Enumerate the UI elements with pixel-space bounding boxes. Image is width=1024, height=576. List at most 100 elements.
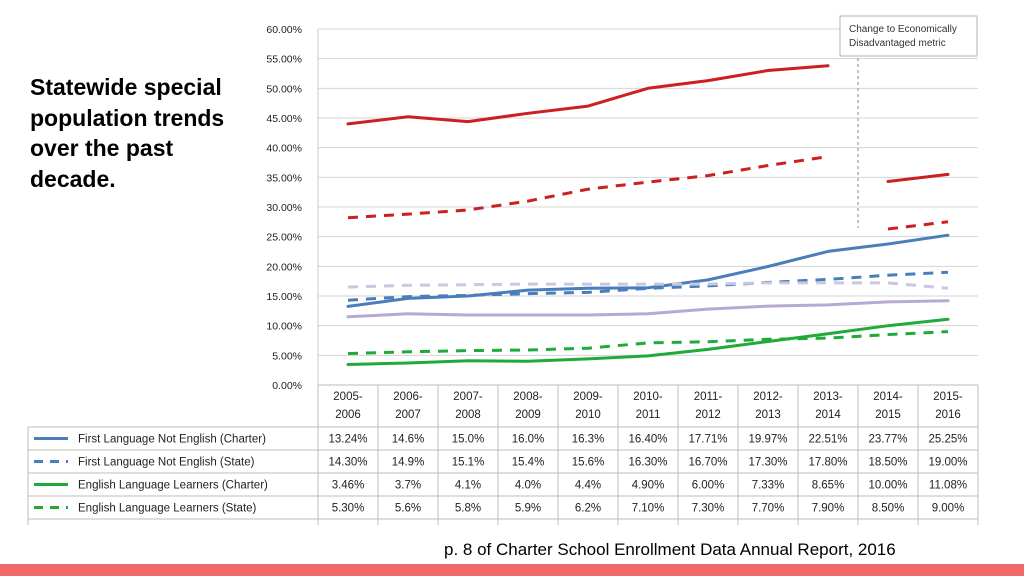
- y-tick-label: 35.00%: [266, 172, 302, 184]
- series-line-3: [347, 330, 949, 356]
- x-tick-label-top: 2008-: [513, 391, 543, 403]
- data-label: 16.70%: [688, 457, 727, 469]
- data-label: 15.4%: [512, 457, 545, 469]
- data-label: 15.0%: [452, 434, 485, 446]
- annotation-text-line-2: Disadvantaged metric: [849, 38, 946, 49]
- y-tick-label: 45.00%: [266, 113, 302, 125]
- data-label: 4.1%: [455, 480, 481, 492]
- data-label: 4.90%: [632, 480, 665, 492]
- y-tick-label: 20.00%: [266, 261, 302, 273]
- data-label: 18.50%: [868, 457, 907, 469]
- data-label: 14.9%: [392, 457, 425, 469]
- data-label: 8.65%: [812, 480, 845, 492]
- footer-accent-bar: [0, 564, 1024, 576]
- series-line-7: [347, 155, 949, 231]
- annotation-text-line-1: Change to Economically: [849, 24, 957, 35]
- x-tick-label-bottom: 2016: [935, 409, 961, 421]
- x-tick-label-bottom: 2014: [815, 409, 841, 421]
- series-line-2: [346, 317, 950, 366]
- data-label: 7.10%: [632, 503, 665, 515]
- series-line-0: [346, 233, 950, 308]
- data-label: 5.30%: [332, 503, 365, 515]
- x-tick-label-top: 2007-: [453, 391, 483, 403]
- x-tick-label-bottom: 2010: [575, 409, 601, 421]
- x-tick-label-top: 2005-: [333, 391, 363, 403]
- data-label: 16.0%: [512, 434, 545, 446]
- data-label: 16.30%: [628, 457, 667, 469]
- data-label: 10.00%: [868, 480, 907, 492]
- data-label: 7.70%: [752, 503, 785, 515]
- data-label: 19.00%: [928, 457, 967, 469]
- y-tick-label: 60.00%: [266, 24, 302, 36]
- data-label: 17.80%: [808, 457, 847, 469]
- data-label: 22.51%: [808, 434, 847, 446]
- data-label: 6.2%: [575, 503, 601, 515]
- data-label: 17.30%: [748, 457, 787, 469]
- y-axis-tick-labels: 0.00% 5.00% 10.00% 15.00% 20.00% 25.00% 30.00%…: [266, 24, 302, 392]
- x-tick-label-bottom: 2006: [335, 409, 361, 421]
- data-label: 3.46%: [332, 480, 365, 492]
- data-label: 9.00%: [932, 503, 965, 515]
- data-table: 2005- 2006 2006- 2007 2007- 2008 2008- 2009 2009…: [27, 384, 979, 525]
- y-tick-label: 0.00%: [272, 380, 302, 392]
- y-tick-label: 5.00%: [272, 350, 302, 362]
- data-label: 4.0%: [515, 480, 541, 492]
- data-label: 5.6%: [395, 503, 421, 515]
- data-label: 25.25%: [928, 434, 967, 446]
- data-label: 19.97%: [748, 434, 787, 446]
- x-tick-label-top: 2013-: [813, 391, 843, 403]
- data-label: 15.6%: [572, 457, 605, 469]
- y-tick-label: 15.00%: [266, 291, 302, 303]
- y-tick-label: 40.00%: [266, 143, 302, 155]
- data-label: 5.8%: [455, 503, 481, 515]
- data-label: 14.30%: [328, 457, 367, 469]
- x-tick-label-bottom: 2007: [395, 409, 421, 421]
- metric-change-annotation: Change to Economically Disadvantaged met…: [839, 15, 978, 228]
- source-caption: p. 8 of Charter School Enrollment Data A…: [444, 540, 896, 559]
- data-label: 15.1%: [452, 457, 485, 469]
- x-tick-label-top: 2012-: [753, 391, 783, 403]
- series-line-4: [346, 299, 950, 319]
- x-tick-label-top: 2011-: [694, 391, 723, 403]
- x-tick-label-top: 2014-: [873, 391, 903, 403]
- x-tick-label-bottom: 2013: [755, 409, 781, 421]
- y-tick-label: 25.00%: [266, 232, 302, 244]
- data-label: 7.90%: [812, 503, 845, 515]
- data-label: 3.7%: [395, 480, 421, 492]
- series-line-6: [346, 64, 950, 183]
- x-tick-label-bottom: 2009: [515, 409, 541, 421]
- data-label: 5.9%: [515, 503, 541, 515]
- data-label: 16.40%: [628, 434, 667, 446]
- data-label: 7.30%: [692, 503, 725, 515]
- x-tick-label-bottom: 2008: [455, 409, 481, 421]
- gridlines: [317, 28, 978, 386]
- legend-label: First Language Not English (State): [78, 457, 255, 469]
- annotation-box: [839, 15, 978, 57]
- x-tick-label-bottom: 2015: [875, 409, 901, 421]
- slide-title: Statewide special population trends over…: [30, 74, 225, 192]
- legend-label: English Language Learners (State): [78, 503, 257, 515]
- x-tick-label-top: 2006-: [393, 391, 423, 403]
- y-tick-label: 10.00%: [266, 321, 302, 333]
- x-tick-label-bottom: 2011: [636, 409, 661, 421]
- x-tick-label-top: 2009-: [573, 391, 603, 403]
- y-tick-label: 55.00%: [266, 54, 302, 66]
- data-label: 23.77%: [868, 434, 907, 446]
- data-label: 14.6%: [392, 434, 425, 446]
- data-label: 8.50%: [872, 503, 905, 515]
- data-label: 13.24%: [328, 434, 367, 446]
- data-label: 16.3%: [572, 434, 605, 446]
- y-tick-label: 30.00%: [266, 202, 302, 214]
- data-label: 6.00%: [692, 480, 725, 492]
- data-label: 11.08%: [929, 480, 967, 492]
- x-tick-label-top: 2010-: [633, 391, 663, 403]
- y-tick-label: 50.00%: [266, 83, 302, 95]
- legend-label: First Language Not English (Charter): [78, 434, 266, 446]
- x-tick-label-top: 2015-: [933, 391, 963, 403]
- series-lines: [346, 64, 950, 366]
- data-label: 7.33%: [752, 480, 785, 492]
- data-label: 4.4%: [575, 480, 601, 492]
- data-label: 17.71%: [688, 434, 727, 446]
- legend-label: English Language Learners (Charter): [78, 480, 268, 492]
